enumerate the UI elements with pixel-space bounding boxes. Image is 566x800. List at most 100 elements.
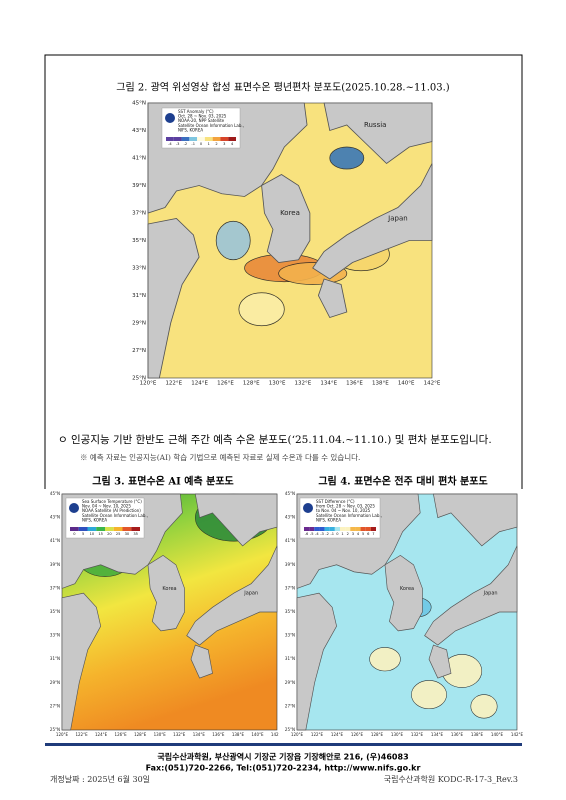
lat-label: 43°N (50, 515, 60, 520)
lat-label: 43°N (285, 515, 295, 520)
figure-title: 그림 2. 광역 위성영상 합성 표면수온 평년편차 분포도(2025.10.2… (116, 81, 450, 94)
place-label: Japan (243, 591, 258, 597)
lon-label: 136°E (451, 732, 464, 737)
land (61, 592, 102, 731)
scale-label: 3 (223, 142, 225, 146)
scale-swatch (181, 137, 190, 141)
scale-swatch (78, 527, 88, 531)
lon-label: 138°E (232, 732, 245, 737)
logo (69, 503, 79, 513)
lon-label: 128°E (243, 381, 260, 387)
anomaly-patch (238, 292, 285, 327)
footer-address: 국립수산과학원, 부산광역시 기장군 기장읍 기장해안로 216, (우)460… (157, 752, 408, 762)
lat-label: 45°N (285, 491, 295, 496)
lat-label: 39°N (132, 183, 146, 189)
lat-label: 35°N (285, 609, 295, 614)
lat-label: 33°N (285, 633, 295, 638)
scale-swatch (340, 527, 346, 531)
scale-swatch (324, 527, 330, 531)
lat-label: 27°N (132, 348, 146, 354)
scale-label: 30 (125, 532, 130, 536)
land (384, 554, 423, 632)
lon-label: 140°E (491, 732, 504, 737)
lon-label: 140°E (398, 381, 415, 387)
lon-label: 130°E (391, 732, 404, 737)
legend-text: NIFS, KOREA (316, 517, 341, 522)
lat-label: 25°N (50, 727, 60, 732)
scale-label: -2 (325, 532, 329, 536)
lon-label: 120°E (140, 381, 157, 387)
lat-label: 35°N (132, 238, 146, 244)
scale-swatch (96, 527, 105, 531)
scale-label: -3 (320, 532, 324, 536)
scale-label: -4 (168, 142, 172, 146)
anomaly-patch (215, 220, 251, 261)
figure-title: 그림 3. 표면수온 AI 예측 분포도 (92, 475, 233, 488)
lat-label: 25°N (285, 727, 295, 732)
lon-label: 126°E (351, 732, 364, 737)
scale-label: 10 (90, 532, 95, 536)
scale-label: -2 (184, 142, 188, 146)
land (147, 218, 200, 379)
place-label: Japan (387, 215, 408, 223)
land (261, 174, 311, 263)
anomaly-patch (329, 146, 365, 170)
scale-label: 0 (73, 532, 76, 536)
lon-label: 130°E (269, 381, 286, 387)
scale-label: 3 (352, 532, 354, 536)
land (190, 644, 213, 679)
lon-label: 138°E (471, 732, 484, 737)
lon-label: 142°E (511, 732, 524, 737)
lon-label: 128°E (134, 732, 147, 737)
land (312, 163, 433, 280)
lon-label: 128°E (371, 732, 384, 737)
footer-contact: Fax:(051)720-2266, Tel:(051)720-2234, ht… (146, 764, 421, 773)
lon-label: 122°E (75, 732, 88, 737)
lat-label: 25°N (132, 376, 146, 382)
lon-label: 126°E (217, 381, 234, 387)
scale-swatch (131, 527, 140, 531)
place-label: Russia (364, 121, 387, 129)
scale-label: 5 (362, 532, 364, 536)
land (323, 102, 433, 165)
land (428, 644, 452, 679)
place-label: Korea (280, 209, 300, 217)
lat-label: 31°N (50, 656, 60, 661)
lat-label: 31°N (285, 656, 295, 661)
lon-label: 134°E (431, 732, 444, 737)
legend-text: Nov. 04 ~ Nov. 10, 2025 (82, 504, 131, 509)
scale-label: 4 (231, 142, 234, 146)
scale-label: -5 (310, 532, 314, 536)
scale-swatch (105, 527, 114, 531)
place-label: Korea (162, 586, 176, 592)
scale-label: -4 (315, 532, 319, 536)
scale-label: 35 (133, 532, 138, 536)
scale-swatch (113, 527, 123, 531)
note-text: ※ 예측 자료는 인공지능(AI) 학습 기법으로 예측된 자료로 실제 수온과… (80, 452, 360, 462)
scale-label: 0 (200, 142, 203, 146)
logo (165, 113, 175, 123)
anomaly-patch (470, 694, 498, 719)
revision-code: 국립수산과학원 KODC-R-17-3_Rev.3 (384, 774, 518, 784)
lon-label: 142°E (424, 381, 441, 387)
anomaly-patch (411, 680, 447, 710)
scale-swatch (197, 137, 205, 141)
lat-label: 37°N (132, 211, 146, 217)
lat-label: 35°N (50, 609, 60, 614)
lon-label: 122°E (311, 732, 324, 737)
lat-label: 33°N (132, 266, 146, 272)
legend-text: NIFS, KOREA (178, 127, 203, 132)
scale-swatch (370, 527, 376, 531)
logo (303, 503, 313, 513)
legend-text: NOAA Satellite (AI Prediction) (82, 508, 141, 513)
lat-label: 31°N (132, 293, 146, 299)
lat-label: 39°N (50, 562, 60, 567)
lon-label: 124°E (331, 732, 344, 737)
lon-label: 132°E (173, 732, 186, 737)
scale-swatch (212, 137, 221, 141)
revision-date: 개정날짜 : 2025년 6월 30일 (50, 774, 150, 784)
lon-label: 134°E (320, 381, 337, 387)
lat-label: 27°N (285, 703, 295, 708)
